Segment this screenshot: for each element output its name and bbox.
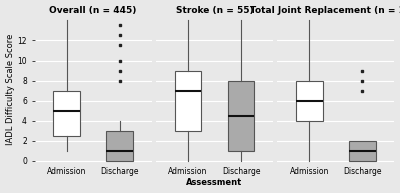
Title: Stroke (n = 55): Stroke (n = 55) [176, 6, 253, 14]
X-axis label: Assessment: Assessment [186, 179, 243, 187]
Title: Overall (n = 445): Overall (n = 445) [50, 6, 137, 14]
PathPatch shape [106, 131, 133, 161]
PathPatch shape [228, 80, 254, 151]
Title: Total Joint Replacement (n = 139): Total Joint Replacement (n = 139) [250, 6, 400, 14]
PathPatch shape [53, 91, 80, 136]
PathPatch shape [349, 141, 376, 161]
PathPatch shape [174, 70, 201, 131]
PathPatch shape [296, 80, 322, 121]
Y-axis label: IADL Difficulty Scale Score: IADL Difficulty Scale Score [6, 34, 14, 145]
